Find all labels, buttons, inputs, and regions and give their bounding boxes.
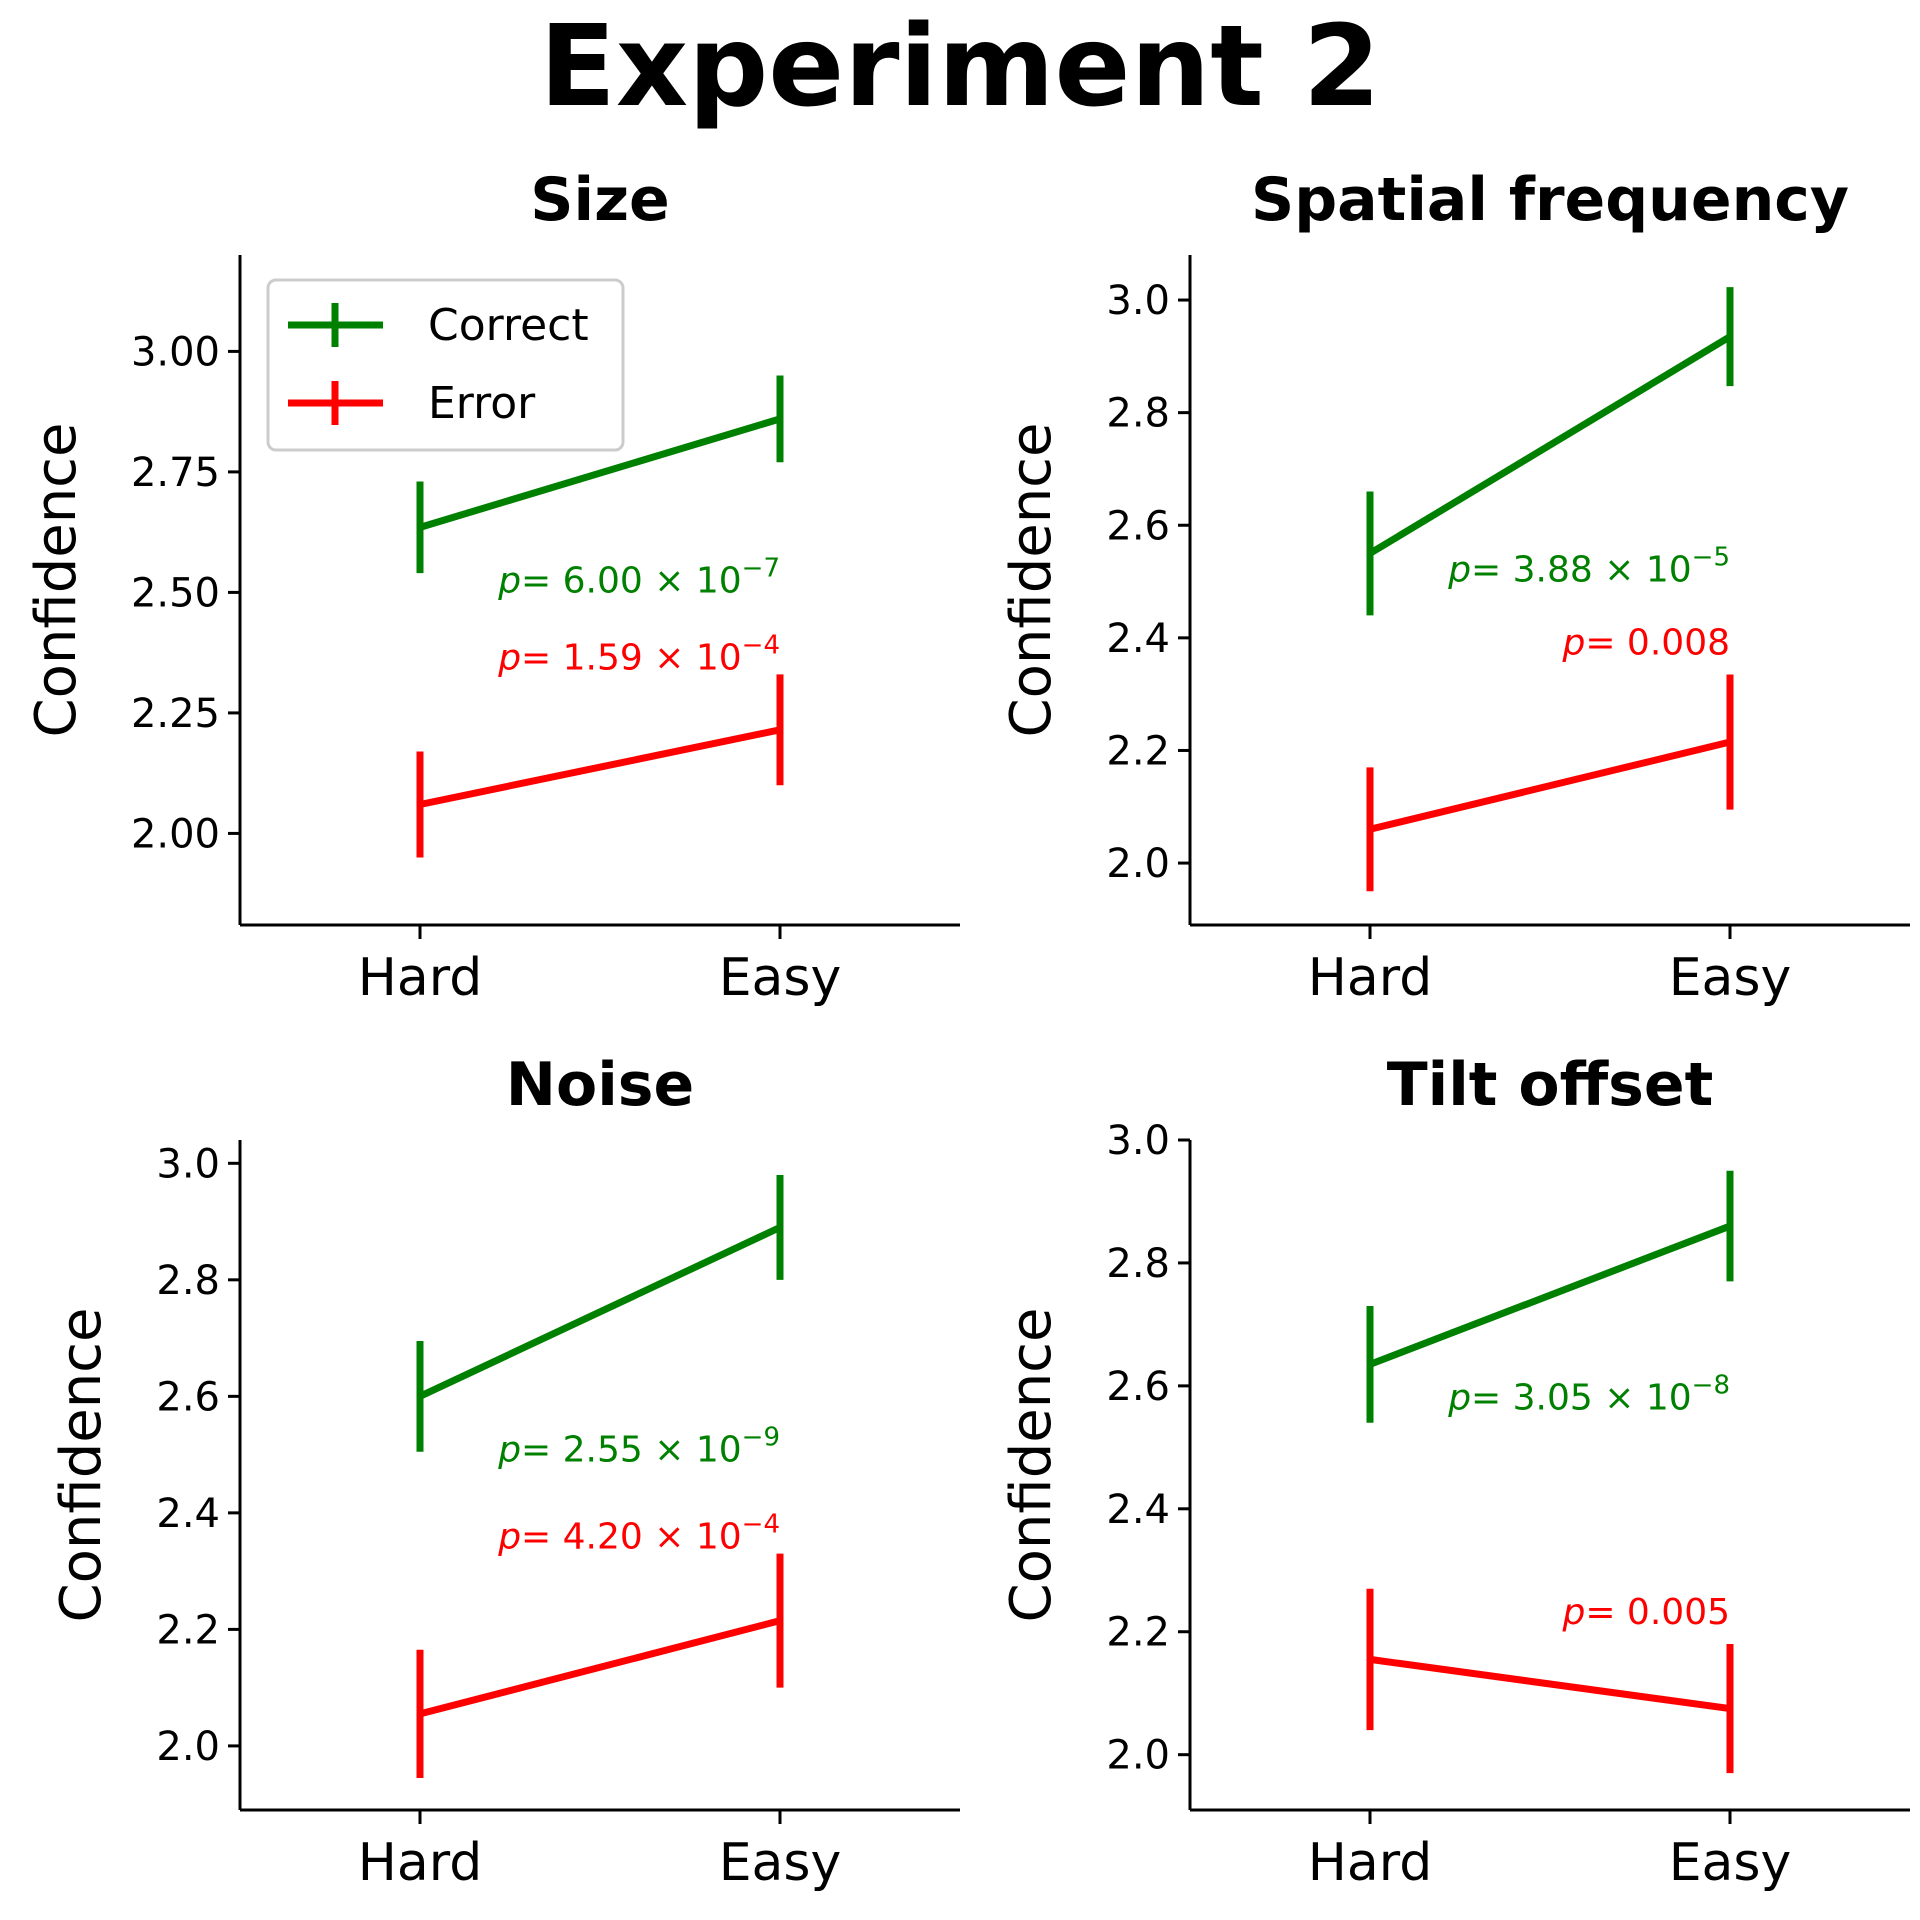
- x-tick-label: Hard: [358, 1833, 482, 1893]
- p-value-text: = 2.55 × 10: [521, 1429, 742, 1470]
- x-tick-label: Hard: [1308, 1833, 1432, 1893]
- p-value-text: = 1.59 × 10: [521, 637, 742, 678]
- y-tick-label: 2.0: [1106, 1733, 1170, 1779]
- p-value-annotation-error: p= 1.59 × 10−4: [497, 630, 780, 678]
- x-tick-label: Easy: [719, 948, 842, 1008]
- y-tick-label: 3.0: [1106, 1118, 1170, 1164]
- y-tick-label: 2.8: [156, 1258, 220, 1304]
- panel-2: Noise 2.0 2.2 2.4 2.6 2.8 3.0 Hard Easy Confidenc…: [49, 1050, 960, 1893]
- y-tick-label: 2.6: [1106, 1364, 1170, 1410]
- x-tick-label: Easy: [1669, 1833, 1792, 1893]
- series-line-correct: [418, 1224, 782, 1400]
- x-tick-label: Hard: [358, 948, 482, 1008]
- p-value-exponent: −4: [742, 1510, 780, 1540]
- panel-1: Spatial frequency 2.0 2.2 2.4 2.6 2.8 3.0 Hard E…: [999, 165, 1910, 1008]
- figure-suptitle: Experiment 2: [539, 2, 1380, 132]
- legend-label: Error: [428, 378, 536, 429]
- p-symbol: p: [497, 560, 521, 601]
- p-value-annotation-error: p= 4.20 × 10−4: [497, 1510, 780, 1558]
- p-symbol: p: [497, 1517, 521, 1558]
- series-line-error: [1369, 738, 1731, 833]
- series-line-correct: [1368, 1222, 1732, 1368]
- panel-title: Size: [530, 165, 669, 235]
- y-tick-label: 2.6: [1106, 503, 1170, 549]
- y-tick-label: 2.6: [156, 1374, 220, 1420]
- p-value-annotation-error: p= 0.005: [1561, 1592, 1730, 1633]
- y-axis-label: Confidence: [999, 1308, 1064, 1623]
- y-tick-label: 3.0: [1106, 278, 1170, 324]
- p-value-text: = 6.00 × 10: [521, 560, 742, 601]
- panel-title: Spatial frequency: [1251, 165, 1849, 235]
- series-line-error: [419, 726, 781, 808]
- y-tick-label: 2.4: [1106, 616, 1170, 662]
- p-value-text: = 4.20 × 10: [521, 1517, 742, 1558]
- p-symbol: p: [1447, 1377, 1471, 1418]
- p-value-exponent: −7: [742, 553, 780, 583]
- p-value-text: = 3.88 × 10: [1471, 549, 1692, 590]
- y-tick-label: 2.0: [156, 1724, 220, 1770]
- y-axis-label: Confidence: [999, 423, 1064, 738]
- panel-title: Noise: [506, 1050, 694, 1120]
- p-value-annotation-correct: p= 3.88 × 10−5: [1447, 542, 1730, 590]
- p-symbol: p: [497, 1429, 521, 1470]
- y-tick-label: 2.4: [156, 1491, 220, 1537]
- y-tick-label: 3.00: [131, 329, 220, 375]
- p-symbol: p: [497, 637, 521, 678]
- y-tick-label: 2.50: [131, 570, 220, 616]
- y-axis-label: Confidence: [49, 1308, 114, 1623]
- p-value-exponent: −5: [1692, 542, 1730, 572]
- y-axis-label: Confidence: [24, 423, 89, 738]
- p-value-annotation-correct: p= 2.55 × 10−9: [497, 1422, 780, 1470]
- p-symbol: p: [1561, 622, 1585, 663]
- p-value-annotation-correct: p= 6.00 × 10−7: [497, 553, 780, 601]
- panel-title: Tilt offset: [1387, 1050, 1714, 1120]
- y-tick-label: 2.2: [1106, 728, 1170, 774]
- y-tick-label: 2.75: [131, 450, 220, 496]
- p-value-text: = 0.005: [1585, 1592, 1730, 1633]
- legend-label: Correct: [428, 300, 589, 351]
- p-value-text: = 0.008: [1585, 622, 1730, 663]
- y-tick-label: 3.0: [156, 1141, 220, 1187]
- p-symbol: p: [1447, 549, 1471, 590]
- y-tick-label: 2.0: [1106, 841, 1170, 887]
- y-tick-label: 2.25: [131, 691, 220, 737]
- y-tick-label: 2.00: [131, 811, 220, 857]
- series-line-error: [419, 1617, 781, 1718]
- p-value-exponent: −8: [1692, 1370, 1730, 1400]
- x-tick-label: Easy: [1669, 948, 1792, 1008]
- series-line-correct: [418, 415, 782, 531]
- x-tick-label: Easy: [719, 1833, 842, 1893]
- x-tick-label: Hard: [1308, 948, 1432, 1008]
- p-value-exponent: −9: [742, 1422, 780, 1452]
- p-symbol: p: [1561, 1592, 1585, 1633]
- p-value-annotation-correct: p= 3.05 × 10−8: [1447, 1370, 1730, 1418]
- y-tick-label: 2.8: [1106, 391, 1170, 437]
- series-line-correct: [1368, 333, 1732, 557]
- y-tick-label: 2.4: [1106, 1487, 1170, 1533]
- p-value-text: = 3.05 × 10: [1471, 1377, 1692, 1418]
- legend: Correct Error: [266, 278, 625, 452]
- p-value-exponent: −4: [742, 630, 780, 660]
- panel-0: Size 2.00 2.25 2.50 2.75 3.00 Hard Easy Confiden…: [24, 165, 960, 1008]
- panel-3: Tilt offset 2.0 2.2 2.4 2.6 2.8 3.0 Hard Easy Con…: [999, 1050, 1910, 1893]
- y-tick-label: 2.2: [156, 1607, 220, 1653]
- series-line-error: [1369, 1655, 1731, 1713]
- y-tick-label: 2.2: [1106, 1610, 1170, 1656]
- p-value-annotation-error: p= 0.008: [1561, 622, 1730, 663]
- y-tick-label: 2.8: [1106, 1241, 1170, 1287]
